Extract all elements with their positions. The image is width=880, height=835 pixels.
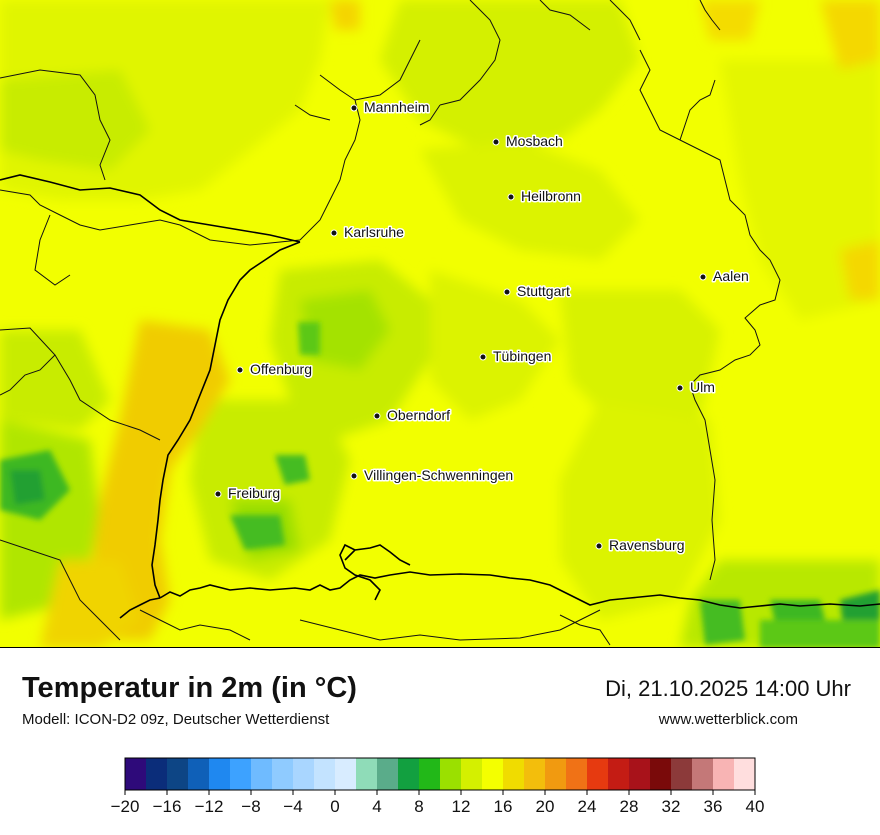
legend-tick-label: 16 bbox=[494, 797, 513, 816]
legend-swatch bbox=[524, 758, 546, 790]
city-offenburg: Offenburg bbox=[236, 360, 314, 379]
city-label: Mosbach bbox=[506, 133, 563, 149]
website-link[interactable]: www.wetterblick.com bbox=[658, 711, 798, 728]
city-label: Heilbronn bbox=[521, 188, 581, 204]
mountain-greens bbox=[0, 322, 880, 647]
city-t-bingen: Tübingen bbox=[479, 347, 553, 366]
model-subtitle: Modell: ICON-D2 09z, Deutscher Wetterdie… bbox=[22, 711, 330, 728]
legend-swatch bbox=[377, 758, 399, 790]
city-dot bbox=[350, 104, 358, 112]
city-label: Oberndorf bbox=[387, 407, 450, 423]
legend-tick-label: −8 bbox=[241, 797, 260, 816]
legend-swatch bbox=[335, 758, 357, 790]
legend-tick-label: −20 bbox=[111, 797, 140, 816]
map-title: Temperatur in 2m (in °C) bbox=[22, 672, 357, 704]
city-dot bbox=[492, 138, 500, 146]
city-markers: Mannheim Mosbach Heilbronn Karlsruhe Aalen St… bbox=[214, 98, 750, 555]
legend-swatch bbox=[272, 758, 294, 790]
city-heilbronn: Heilbronn bbox=[507, 187, 582, 206]
legend-swatch bbox=[713, 758, 735, 790]
legend-swatch bbox=[734, 758, 756, 790]
city-aalen: Aalen bbox=[699, 267, 750, 286]
legend-tick-label: 36 bbox=[704, 797, 723, 816]
legend-swatch bbox=[629, 758, 651, 790]
city-label: Ravensburg bbox=[609, 537, 685, 553]
city-oberndorf: Oberndorf bbox=[373, 406, 452, 425]
legend-swatch bbox=[503, 758, 525, 790]
city-mannheim: Mannheim bbox=[350, 98, 431, 117]
legend-swatch bbox=[188, 758, 210, 790]
city-dot bbox=[507, 193, 515, 201]
legend-swatch bbox=[566, 758, 588, 790]
city-label: Ulm bbox=[690, 379, 715, 395]
city-dot bbox=[479, 353, 487, 361]
city-stuttgart: Stuttgart bbox=[503, 282, 572, 301]
legend-swatch bbox=[398, 758, 420, 790]
city-label: Freiburg bbox=[228, 485, 280, 501]
legend-swatch bbox=[461, 758, 483, 790]
city-dot bbox=[330, 229, 338, 237]
map-canvas: Mannheim Mosbach Heilbronn Karlsruhe Aalen St… bbox=[0, 0, 880, 647]
temperature-map[interactable]: Mannheim Mosbach Heilbronn Karlsruhe Aalen St… bbox=[0, 0, 880, 648]
legend-swatch bbox=[650, 758, 672, 790]
legend-swatch bbox=[314, 758, 336, 790]
legend-tick-label: 24 bbox=[578, 797, 597, 816]
color-legend: −20 −16 −12 −8 −4 0 4 8 12 16 20 24 28 32 36 40 bbox=[0, 750, 880, 830]
legend-tick-label: 0 bbox=[330, 797, 339, 816]
city-label: Tübingen bbox=[493, 348, 551, 364]
city-label: Mannheim bbox=[364, 99, 429, 115]
legend-tick-label: 20 bbox=[536, 797, 555, 816]
city-mosbach: Mosbach bbox=[492, 132, 564, 151]
city-dot bbox=[676, 384, 684, 392]
legend-tick-label: −4 bbox=[283, 797, 302, 816]
city-dot bbox=[373, 412, 381, 420]
city-dot bbox=[699, 273, 707, 281]
city-dot bbox=[595, 542, 603, 550]
legend-swatch bbox=[671, 758, 693, 790]
legend-swatch bbox=[293, 758, 315, 790]
city-freiburg: Freiburg bbox=[214, 484, 282, 503]
city-label: Aalen bbox=[713, 268, 749, 284]
legend-swatch bbox=[356, 758, 378, 790]
legend-swatch bbox=[692, 758, 714, 790]
forecast-datetime: Di, 21.10.2025 14:00 Uhr bbox=[605, 676, 851, 701]
legend-swatch bbox=[146, 758, 168, 790]
color-scale: −20 −16 −12 −8 −4 0 4 8 12 16 20 24 28 32 36 40 bbox=[111, 757, 765, 816]
legend-swatch bbox=[125, 758, 147, 790]
city-dot bbox=[236, 366, 244, 374]
legend-tick-label: 32 bbox=[662, 797, 681, 816]
borders bbox=[0, 0, 880, 646]
city-dot bbox=[350, 472, 358, 480]
legend-tick-label: −16 bbox=[153, 797, 182, 816]
legend-swatch bbox=[230, 758, 252, 790]
legend-swatch bbox=[608, 758, 630, 790]
legend-tick-label: −12 bbox=[195, 797, 224, 816]
city-karlsruhe: Karlsruhe bbox=[330, 223, 406, 242]
city-label: Villingen-Schwenningen bbox=[364, 467, 513, 483]
city-ravensburg: Ravensburg bbox=[595, 536, 686, 555]
city-villingen-schwenningen: Villingen-Schwenningen bbox=[350, 466, 515, 485]
legend-swatch bbox=[545, 758, 567, 790]
city-dot bbox=[214, 490, 222, 498]
city-label: Karlsruhe bbox=[344, 224, 404, 240]
legend-swatch bbox=[251, 758, 273, 790]
legend-tick-label: 28 bbox=[620, 797, 639, 816]
legend-frame bbox=[124, 757, 756, 791]
legend-swatch bbox=[209, 758, 231, 790]
legend-tick-label: 12 bbox=[452, 797, 471, 816]
legend-swatch bbox=[167, 758, 189, 790]
legend-tick-label: 40 bbox=[746, 797, 765, 816]
legend-swatch bbox=[482, 758, 504, 790]
legend-tick-label: 8 bbox=[414, 797, 423, 816]
legend-swatch bbox=[419, 758, 441, 790]
city-label: Stuttgart bbox=[517, 283, 570, 299]
city-label: Offenburg bbox=[250, 361, 312, 377]
legend-swatch bbox=[587, 758, 609, 790]
legend-swatch bbox=[440, 758, 462, 790]
city-dot bbox=[503, 288, 511, 296]
legend-tick-label: 4 bbox=[372, 797, 381, 816]
city-ulm: Ulm bbox=[676, 378, 716, 397]
